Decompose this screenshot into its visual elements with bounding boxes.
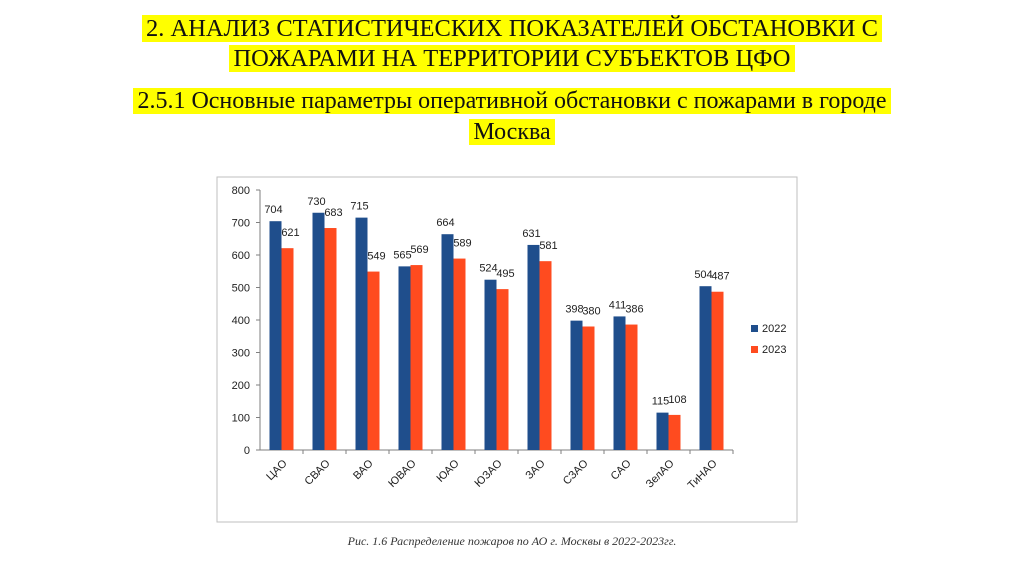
data-label-2022: 115 (652, 396, 670, 408)
bar-2023 (281, 248, 294, 450)
data-label-2023: 549 (367, 251, 385, 263)
sub-heading: 2.5.1 Основные параметры оперативной обс… (0, 86, 1024, 148)
bar-2022 (441, 234, 454, 450)
bar-2022 (656, 412, 669, 450)
bar-2023 (453, 258, 466, 450)
bar-2022 (613, 316, 626, 450)
bar-2023 (625, 324, 638, 450)
y-tick-label: 200 (232, 380, 250, 392)
data-label-2023: 487 (711, 271, 729, 283)
data-label-2023: 683 (324, 207, 342, 219)
legend-swatch-2022 (751, 325, 758, 332)
main-heading: 2. АНАЛИЗ СТАТИСТИЧЕСКИХ ПОКАЗАТЕЛЕЙ ОБС… (0, 14, 1024, 74)
bar-2022 (484, 279, 497, 450)
bar-2022 (269, 221, 282, 450)
bar-2023 (367, 271, 380, 450)
data-label-2023: 108 (668, 394, 686, 406)
y-tick-label: 800 (232, 185, 250, 197)
y-tick-label: 400 (232, 315, 250, 327)
y-tick-label: 100 (232, 413, 250, 425)
sub-heading-line-1: 2.5.1 Основные параметры оперативной обс… (133, 88, 891, 114)
data-label-2022: 730 (307, 196, 325, 208)
bar-2022 (355, 217, 368, 450)
bar-2023 (582, 326, 595, 450)
y-tick-label: 0 (244, 445, 250, 457)
bar-2023 (496, 289, 509, 450)
data-label-2023: 386 (625, 304, 643, 316)
data-label-2023: 589 (453, 238, 471, 250)
data-label-2022: 411 (609, 299, 627, 311)
y-tick-label: 700 (232, 218, 250, 230)
data-label-2023: 380 (582, 306, 600, 318)
bar-2023 (539, 261, 552, 450)
sub-heading-line-2: Москва (469, 119, 555, 145)
data-label-2023: 581 (539, 240, 557, 252)
main-heading-line-2: ПОЖАРАМИ НА ТЕРРИТОРИИ СУБЪЕКТОВ ЦФО (229, 45, 795, 72)
main-heading-line-1: 2. АНАЛИЗ СТАТИСТИЧЕСКИХ ПОКАЗАТЕЛЕЙ ОБС… (142, 15, 882, 42)
data-label-2022: 631 (522, 228, 540, 240)
legend-label-2022: 2022 (762, 323, 786, 335)
bar-2022 (527, 244, 540, 450)
data-label-2022: 704 (264, 204, 282, 216)
bar-2022 (699, 286, 712, 450)
figure-caption: Рис. 1.6 Распределение пожаров по АО г. … (347, 534, 677, 548)
y-tick-label: 500 (232, 283, 250, 295)
data-label-2022: 398 (565, 304, 583, 316)
bar-2022 (398, 266, 411, 450)
bar-2022 (570, 320, 583, 450)
data-label-2023: 569 (410, 244, 428, 256)
data-label-2023: 621 (281, 227, 299, 239)
data-label-2022: 524 (479, 263, 497, 275)
data-label-2022: 664 (436, 217, 454, 229)
bar-2023 (410, 265, 423, 450)
y-tick-label: 300 (232, 348, 250, 360)
bar-2022 (312, 212, 325, 450)
bar-2023 (711, 291, 724, 450)
y-tick-label: 600 (232, 250, 250, 262)
data-label-2022: 565 (393, 249, 411, 261)
data-label-2022: 504 (694, 269, 712, 281)
legend-label-2023: 2023 (762, 344, 786, 356)
bar-2023 (668, 414, 681, 450)
legend-swatch-2023 (751, 346, 758, 353)
data-label-2022: 715 (350, 201, 368, 213)
bar-2023 (324, 228, 337, 450)
data-label-2023: 495 (496, 268, 514, 280)
